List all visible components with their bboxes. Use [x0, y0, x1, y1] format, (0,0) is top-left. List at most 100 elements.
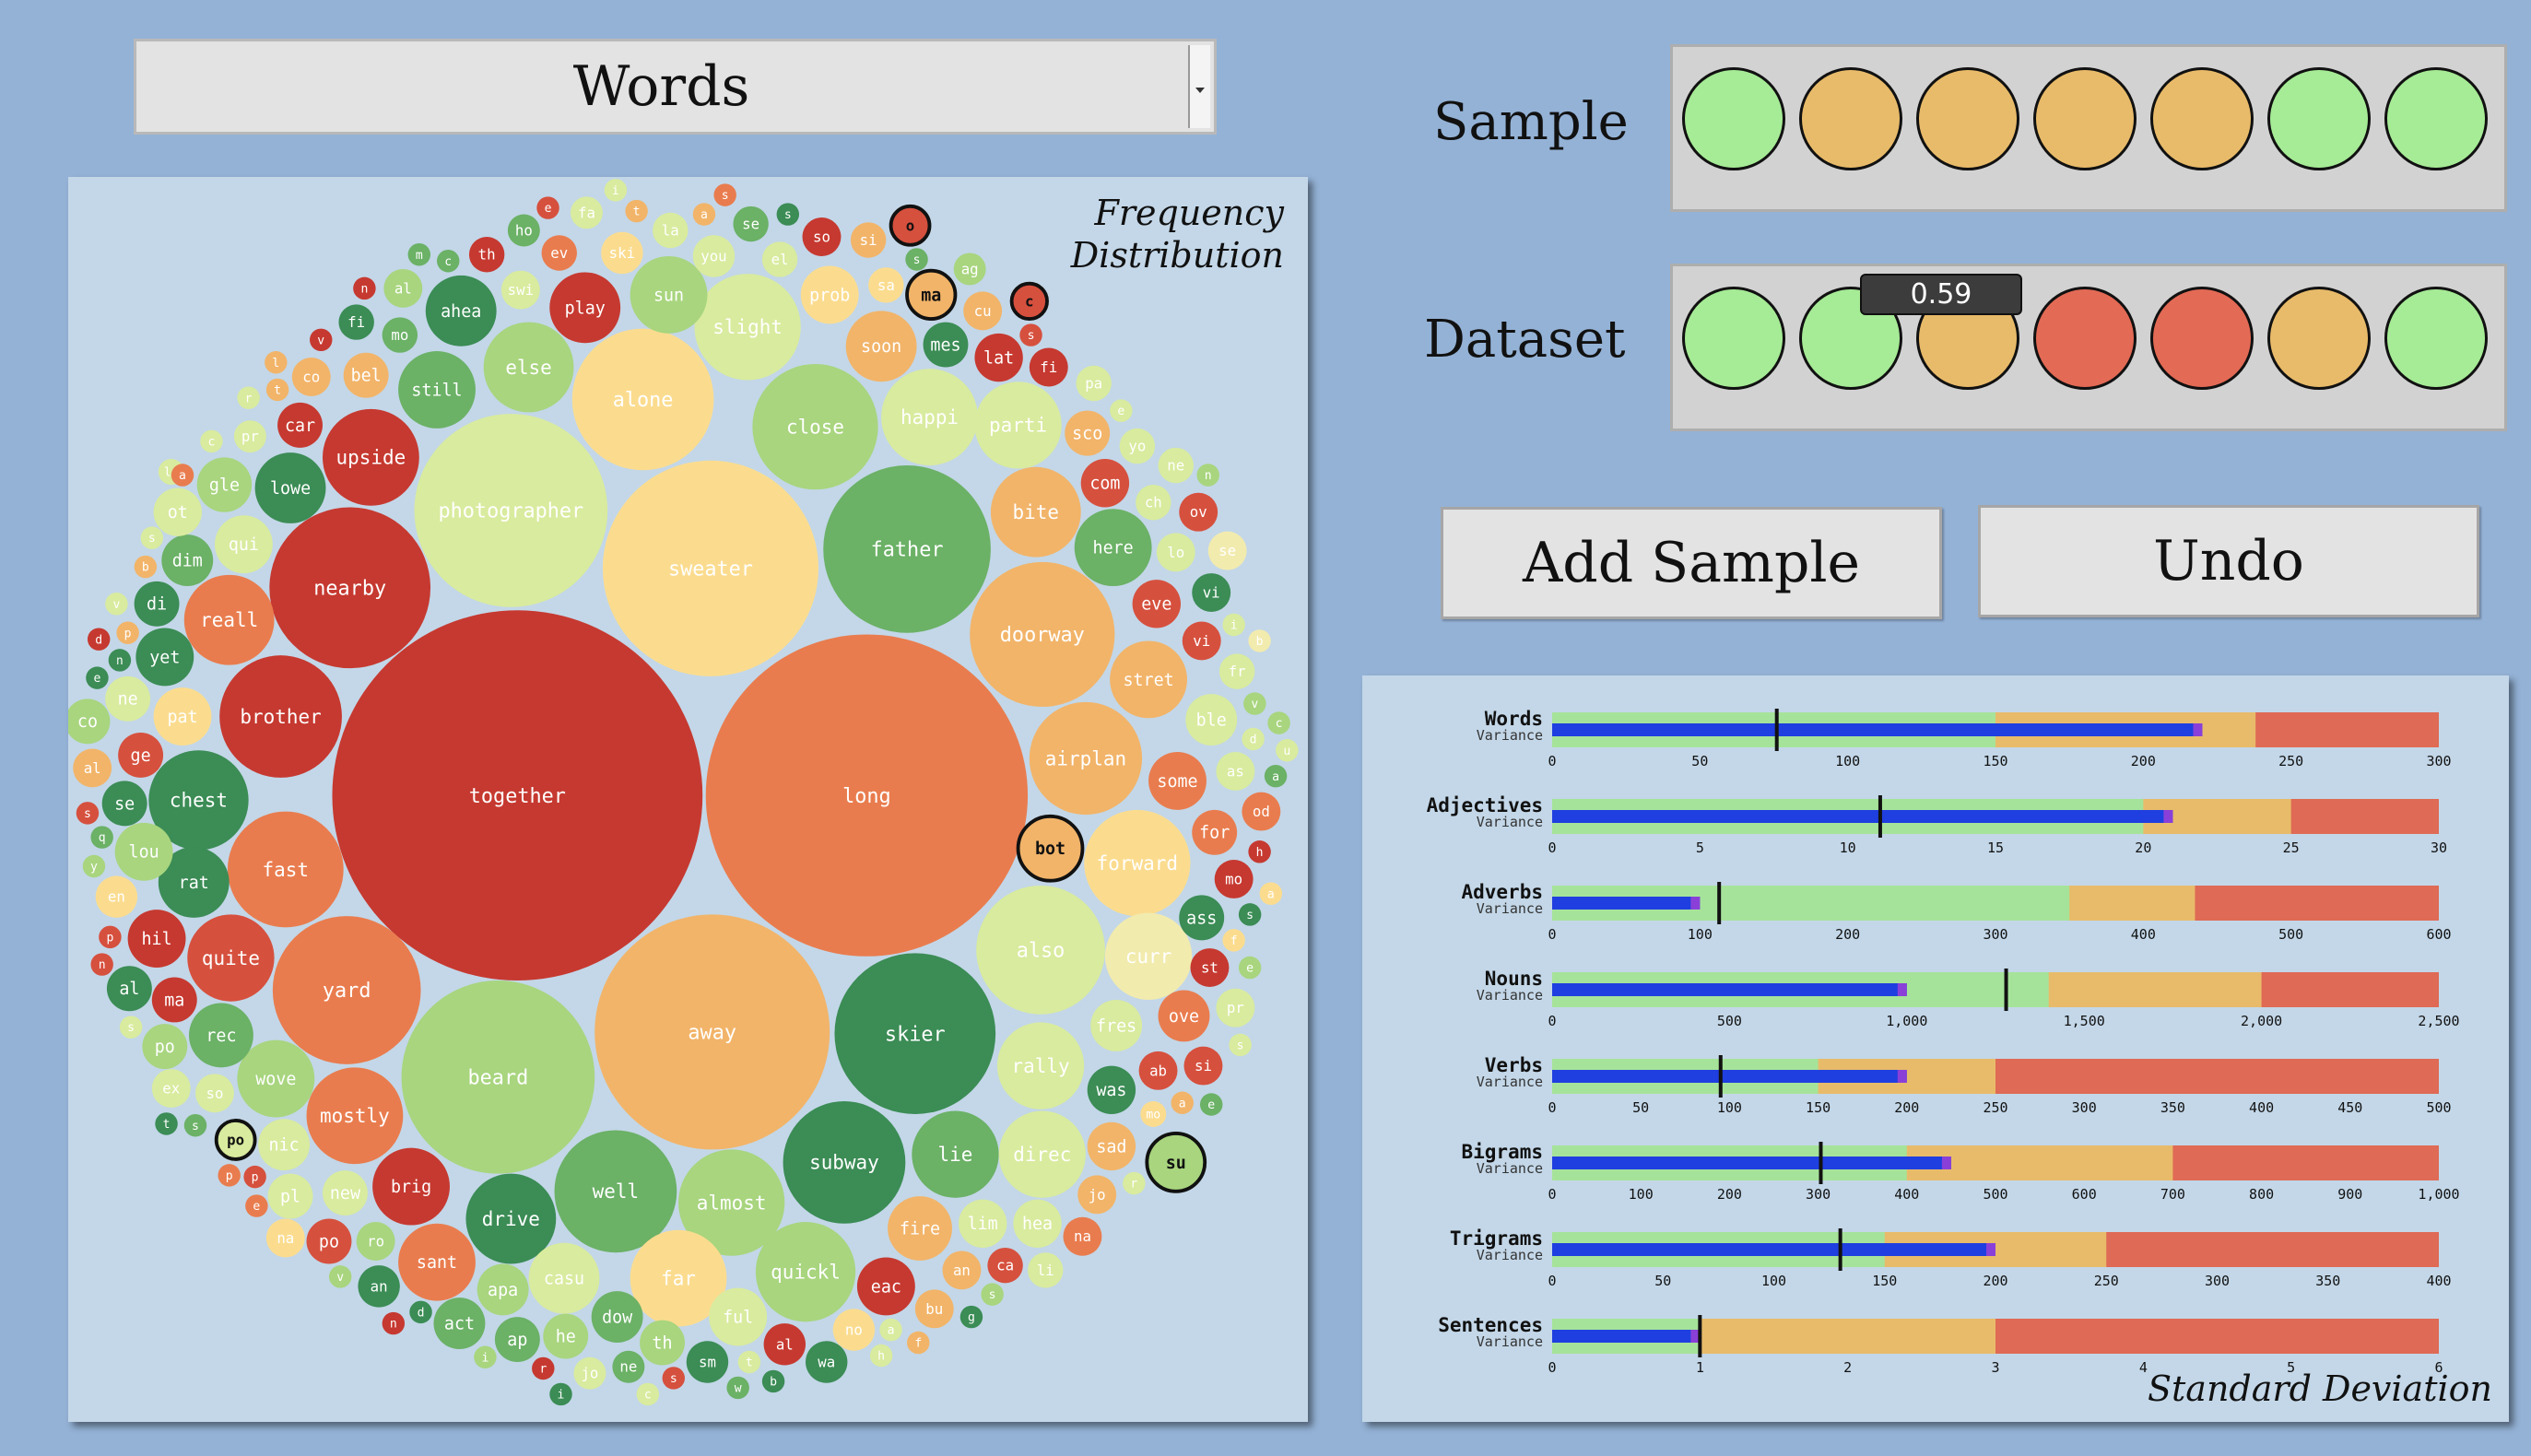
word-bubble[interactable]: ex [151, 1069, 191, 1109]
word-bubble[interactable]: s [776, 203, 800, 226]
word-bubble[interactable]: hea [1013, 1199, 1062, 1248]
word-bubble[interactable]: jo [1077, 1175, 1117, 1215]
word-bubble[interactable]: al [383, 268, 423, 308]
word-bubble[interactable]: la [653, 212, 689, 249]
word-bubble[interactable]: v [1243, 692, 1266, 715]
word-bubble[interactable]: vi [1182, 621, 1221, 661]
word-bubble[interactable]: th [640, 1320, 686, 1366]
word-bubble[interactable]: ful [709, 1287, 768, 1346]
word-bubble[interactable]: rat [158, 847, 230, 918]
word-bubble[interactable]: lo [1156, 533, 1195, 572]
word-bubble[interactable]: ro [356, 1222, 395, 1261]
word-bubble[interactable]: li [1028, 1252, 1064, 1288]
word-bubble[interactable]: b [1248, 629, 1271, 652]
word-bubble[interactable]: pat [153, 687, 212, 746]
word-bubble[interactable]: a [1264, 764, 1288, 788]
word-bubble[interactable]: rally [996, 1022, 1085, 1110]
word-bubble[interactable]: po [306, 1218, 352, 1264]
word-bubble[interactable]: ahea [425, 275, 497, 346]
word-bubble[interactable]: long [705, 634, 1029, 957]
word-bubble[interactable]: com [1080, 459, 1130, 508]
word-bubble[interactable]: so [194, 1074, 234, 1113]
word-bubble[interactable]: ev [541, 235, 577, 271]
word-bubble[interactable]: s [140, 526, 164, 549]
word-bubble[interactable]: e [536, 196, 559, 219]
word-bubble[interactable]: c [1009, 281, 1049, 322]
word-bubble[interactable]: ma [905, 268, 958, 322]
word-bubble[interactable]: ho [507, 214, 540, 247]
word-bubble[interactable]: h [1248, 840, 1271, 863]
word-bubble[interactable]: h [869, 1344, 893, 1368]
word-bubble[interactable]: c [1267, 711, 1290, 734]
word-bubble[interactable]: ma [151, 977, 197, 1023]
word-bubble[interactable]: v [105, 593, 128, 616]
word-bubble[interactable]: ot [153, 487, 202, 536]
word-bubble[interactable]: ca [987, 1247, 1023, 1284]
word-bubble[interactable]: l [265, 351, 288, 374]
word-bubble[interactable]: n [1196, 464, 1219, 487]
word-bubble[interactable]: close [752, 364, 878, 490]
word-bubble[interactable]: s [1229, 1033, 1252, 1057]
word-bubble[interactable]: sad [1087, 1121, 1136, 1171]
word-bubble[interactable]: no [832, 1309, 876, 1351]
word-bubble[interactable]: nic [258, 1119, 311, 1171]
word-bubble[interactable]: n [108, 649, 132, 672]
word-bubble[interactable]: rec [189, 1003, 253, 1068]
word-bubble[interactable]: i [549, 1382, 572, 1406]
word-bubble[interactable]: eve [1132, 580, 1182, 628]
word-bubble[interactable]: a [692, 203, 716, 226]
word-bubble[interactable]: subway [783, 1101, 906, 1224]
word-bubble[interactable]: sweater [602, 460, 818, 676]
word-bubble[interactable]: f [907, 1331, 930, 1355]
word-bubble[interactable]: c [200, 429, 223, 453]
word-bubble[interactable]: al [73, 748, 112, 788]
word-bubble[interactable]: sco [1065, 410, 1111, 456]
word-bubble[interactable]: soon [845, 311, 917, 382]
word-bubble[interactable]: wa [806, 1341, 848, 1383]
word-bubble[interactable]: ne [612, 1350, 645, 1383]
word-bubble[interactable]: bite [990, 466, 1081, 558]
word-bubble[interactable]: g [959, 1305, 983, 1329]
word-bubble[interactable]: mo [382, 317, 418, 353]
word-bubble[interactable]: pr [233, 420, 266, 453]
chevron-down-icon[interactable] [1188, 45, 1210, 128]
word-bubble[interactable]: di [134, 581, 180, 627]
word-bubble[interactable]: d [409, 1300, 432, 1324]
add-sample-button[interactable]: Add Sample [1441, 507, 1942, 619]
word-bubble[interactable]: mo [1214, 860, 1254, 898]
word-bubble[interactable]: s [1019, 323, 1042, 346]
word-bubble[interactable]: quickl [755, 1222, 856, 1322]
word-bubble[interactable]: e [1199, 1093, 1223, 1116]
word-bubble[interactable]: r [1123, 1171, 1146, 1195]
word-bubble[interactable]: still [398, 351, 476, 429]
word-bubble[interactable]: a [1171, 1091, 1194, 1114]
word-bubble[interactable]: b [134, 555, 158, 579]
word-bubble[interactable]: ne [105, 675, 151, 722]
word-bubble[interactable]: brig [372, 1147, 450, 1226]
word-bubble[interactable]: far [630, 1229, 727, 1327]
word-bubble[interactable]: lim [958, 1199, 1007, 1248]
word-bubble[interactable]: e [86, 666, 109, 689]
word-bubble[interactable]: sant [398, 1223, 476, 1301]
word-bubble[interactable]: na [265, 1218, 305, 1258]
word-bubble[interactable]: i [474, 1345, 497, 1368]
word-bubble[interactable]: s [1238, 903, 1262, 926]
word-bubble[interactable]: act [433, 1297, 486, 1350]
word-bubble[interactable]: ass [1179, 895, 1225, 941]
word-bubble[interactable]: i [604, 179, 628, 202]
word-bubble[interactable]: nearby [269, 507, 431, 669]
word-bubble[interactable]: airplan [1029, 701, 1143, 816]
word-bubble[interactable]: c [437, 249, 460, 273]
word-bubble[interactable]: well [554, 1130, 677, 1253]
word-bubble[interactable]: p [243, 1165, 266, 1189]
word-bubble[interactable]: c [636, 1382, 660, 1406]
word-bubble[interactable]: new [322, 1170, 368, 1216]
word-bubble[interactable]: you [692, 235, 736, 277]
word-bubble[interactable]: su [1145, 1132, 1207, 1193]
word-bubble[interactable]: eac [856, 1257, 915, 1316]
word-bubble[interactable]: e [245, 1194, 268, 1217]
word-bubble[interactable]: stret [1110, 640, 1187, 719]
word-bubble[interactable]: pa [1076, 365, 1112, 402]
word-bubble[interactable]: i [1222, 613, 1245, 637]
word-bubble[interactable]: play [549, 272, 621, 344]
